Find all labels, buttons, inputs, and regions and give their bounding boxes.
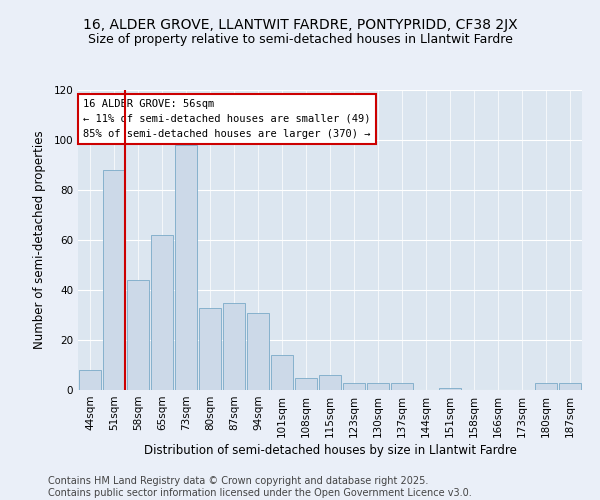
Bar bbox=[319, 375, 341, 390]
Bar bbox=[295, 378, 317, 390]
Bar bbox=[559, 382, 581, 390]
Bar bbox=[247, 312, 269, 390]
Bar bbox=[103, 170, 125, 390]
Bar bbox=[343, 382, 365, 390]
Text: Size of property relative to semi-detached houses in Llantwit Fardre: Size of property relative to semi-detach… bbox=[88, 32, 512, 46]
Text: 16, ALDER GROVE, LLANTWIT FARDRE, PONTYPRIDD, CF38 2JX: 16, ALDER GROVE, LLANTWIT FARDRE, PONTYP… bbox=[83, 18, 517, 32]
Bar bbox=[127, 280, 149, 390]
Text: Contains HM Land Registry data © Crown copyright and database right 2025.
Contai: Contains HM Land Registry data © Crown c… bbox=[48, 476, 472, 498]
X-axis label: Distribution of semi-detached houses by size in Llantwit Fardre: Distribution of semi-detached houses by … bbox=[143, 444, 517, 457]
Bar bbox=[223, 302, 245, 390]
Bar bbox=[439, 388, 461, 390]
Bar bbox=[391, 382, 413, 390]
Bar bbox=[535, 382, 557, 390]
Y-axis label: Number of semi-detached properties: Number of semi-detached properties bbox=[34, 130, 46, 350]
Bar bbox=[367, 382, 389, 390]
Bar bbox=[79, 370, 101, 390]
Bar bbox=[175, 145, 197, 390]
Bar bbox=[271, 355, 293, 390]
Bar bbox=[151, 235, 173, 390]
Bar bbox=[199, 308, 221, 390]
Text: 16 ALDER GROVE: 56sqm
← 11% of semi-detached houses are smaller (49)
85% of semi: 16 ALDER GROVE: 56sqm ← 11% of semi-deta… bbox=[83, 99, 371, 138]
